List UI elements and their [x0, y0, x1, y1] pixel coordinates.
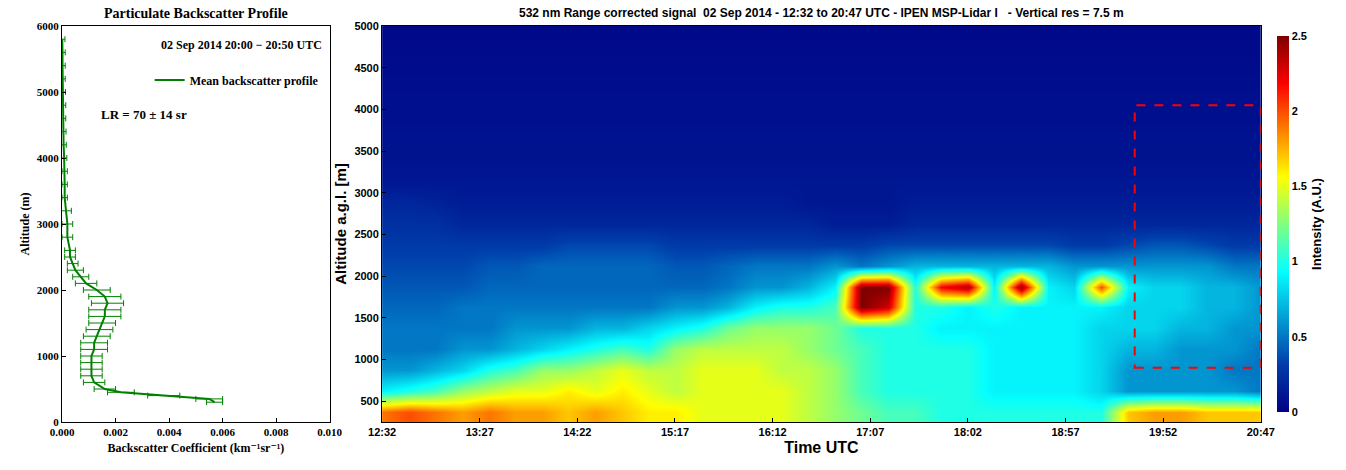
svg-text:2500: 2500: [354, 228, 378, 240]
svg-text:19:52: 19:52: [1149, 426, 1177, 438]
svg-text:Particulate Backscatter Profil: Particulate Backscatter Profile: [104, 6, 288, 21]
svg-text:12:32: 12:32: [368, 426, 396, 438]
svg-text:2000: 2000: [354, 270, 378, 282]
svg-text:LR = 70 ± 14 sr: LR = 70 ± 14 sr: [101, 107, 187, 122]
svg-text:4000: 4000: [354, 103, 378, 115]
svg-text:3000: 3000: [354, 187, 378, 199]
svg-text:Intensity (A.U.): Intensity (A.U.): [1309, 178, 1324, 270]
svg-text:Mean backscatter profile: Mean backscatter profile: [190, 74, 319, 88]
svg-text:0.002: 0.002: [103, 426, 128, 438]
svg-text:Time UTC: Time UTC: [784, 439, 859, 456]
svg-text:13:27: 13:27: [466, 426, 494, 438]
svg-text:02 Sep 2014 20:00 − 20:50 UTC: 02 Sep 2014 20:00 − 20:50 UTC: [161, 38, 322, 52]
svg-text:0.5: 0.5: [1292, 331, 1307, 343]
svg-text:0.008: 0.008: [264, 426, 289, 438]
svg-text:1: 1: [1292, 255, 1298, 267]
svg-text:5000: 5000: [37, 86, 60, 98]
svg-text:0.006: 0.006: [210, 426, 235, 438]
svg-text:2.5: 2.5: [1292, 30, 1307, 42]
svg-text:Altitude (m): Altitude (m): [18, 193, 32, 256]
svg-text:500: 500: [361, 395, 379, 407]
svg-text:16:12: 16:12: [759, 426, 787, 438]
svg-text:Backscatter Coefficient (km⁻¹s: Backscatter Coefficient (km⁻¹sr⁻¹): [107, 441, 284, 455]
svg-text:4000: 4000: [37, 152, 60, 164]
svg-text:14:22: 14:22: [563, 426, 591, 438]
svg-text:0: 0: [53, 416, 59, 428]
svg-text:18:57: 18:57: [1051, 426, 1079, 438]
svg-text:0.004: 0.004: [157, 426, 182, 438]
svg-text:0.010: 0.010: [317, 426, 342, 438]
svg-text:2: 2: [1292, 105, 1298, 117]
svg-text:20:47: 20:47: [1247, 426, 1275, 438]
svg-text:3000: 3000: [37, 218, 60, 230]
svg-text:5000: 5000: [354, 20, 378, 32]
svg-text:1000: 1000: [37, 350, 60, 362]
svg-text:18:02: 18:02: [954, 426, 982, 438]
svg-text:0: 0: [1292, 406, 1298, 418]
svg-text:1000: 1000: [354, 353, 378, 365]
svg-text:15:17: 15:17: [661, 426, 689, 438]
svg-text:Altitude a.g.l. [m]: Altitude a.g.l. [m]: [332, 163, 349, 285]
svg-text:1500: 1500: [354, 312, 378, 324]
svg-text:532 nm Range corrected signal: 532 nm Range corrected signal 02 Sep 201…: [519, 6, 1124, 20]
svg-text:4500: 4500: [354, 62, 378, 74]
svg-text:1.5: 1.5: [1292, 180, 1307, 192]
svg-text:2000: 2000: [37, 284, 60, 296]
svg-text:6000: 6000: [37, 20, 60, 32]
svg-text:3500: 3500: [354, 145, 378, 157]
svg-text:17:07: 17:07: [856, 426, 884, 438]
svg-text:0.000: 0.000: [50, 426, 75, 438]
